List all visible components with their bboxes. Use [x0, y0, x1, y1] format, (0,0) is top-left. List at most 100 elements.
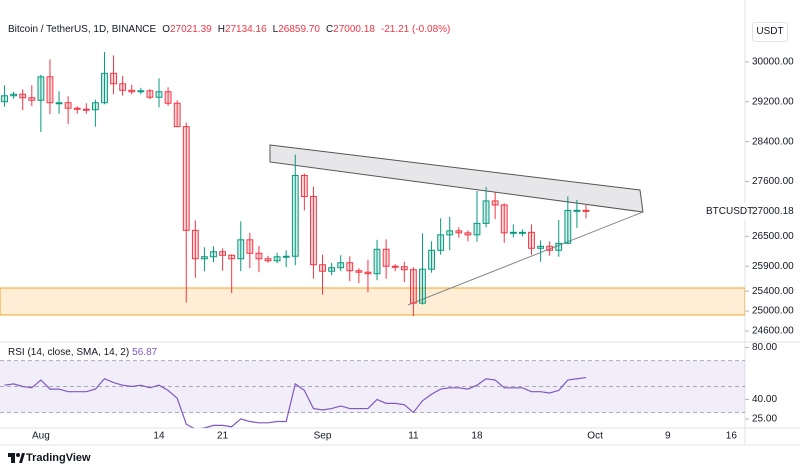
ascending-trendline	[407, 211, 644, 306]
ohlc-label: H	[217, 24, 225, 35]
y-tick-label: 28400.00	[752, 136, 794, 147]
rsi-legend: RSI (14, close, SMA, 14, 2) 56.87	[8, 347, 157, 358]
candle-body	[437, 234, 445, 251]
y-tick-label: 25400.00	[752, 286, 794, 297]
ohlc-label: C	[325, 24, 334, 35]
x-tick-label: 14	[153, 431, 165, 442]
candle-body	[137, 90, 145, 93]
rsi-title: RSI (14, close, SMA, 14, 2)	[8, 347, 130, 358]
rsi-y-tick-label: 40.00	[752, 394, 777, 405]
candle-body	[319, 264, 326, 272]
candle-body	[91, 102, 99, 111]
candle-body	[182, 126, 190, 231]
ohlc-item: H27134.16	[218, 24, 270, 35]
pane-borders	[0, 0, 800, 446]
last-price-box	[703, 203, 799, 220]
candle-body	[455, 230, 463, 234]
x-tick-label: Aug	[32, 431, 50, 442]
candle-body	[10, 93, 18, 97]
candle-body	[428, 249, 435, 270]
rsi-line	[4, 376, 587, 428]
brand: TradingView	[26, 452, 91, 464]
x-tick-label: Oct	[587, 431, 603, 442]
x-tick-label: Sep	[314, 431, 332, 442]
ohlc-item: C27000.18	[326, 24, 378, 35]
candle-body	[46, 76, 54, 104]
x-tick-label: 16	[726, 431, 738, 442]
logo-part	[11, 457, 15, 463]
candle-body	[228, 254, 236, 260]
candle-body	[191, 229, 199, 260]
y-tick-label: 29200.00	[752, 96, 794, 107]
y-tick-label: 25000.00	[752, 306, 794, 317]
candle-body	[509, 231, 517, 234]
ohlc-value: 27134.16	[224, 24, 267, 35]
y-tick-label: 24600.00	[752, 326, 794, 337]
candle-body	[573, 209, 581, 212]
drawings	[0, 144, 745, 316]
candle-body	[400, 266, 408, 271]
candle-body	[546, 245, 554, 251]
candle-body	[446, 230, 454, 236]
candle-body	[19, 93, 27, 99]
candle-body	[264, 258, 272, 262]
rsi-value: 56.87	[132, 347, 158, 358]
candle-body	[1, 95, 8, 103]
candle-body	[101, 72, 108, 104]
candle-body	[346, 262, 354, 272]
candle-body	[146, 90, 154, 98]
symbol-title: Bitcoin / TetherUS, 1D, BINANCE	[8, 24, 157, 35]
ohlc-value: 27021.39	[169, 24, 212, 35]
candle-body	[155, 91, 163, 98]
candle-body	[555, 242, 563, 251]
candle-body	[382, 248, 390, 267]
candle-body	[473, 222, 481, 236]
candle-body	[310, 195, 317, 266]
candle-body	[237, 239, 245, 260]
candle-body	[173, 102, 181, 128]
candle-body	[419, 268, 426, 304]
x-tick-label: 18	[471, 431, 483, 442]
candle-body	[519, 231, 526, 234]
support-zone	[0, 287, 745, 316]
price-change: -21.21 (-0.08%)	[380, 24, 451, 35]
descending-channel	[269, 144, 644, 213]
candle-body	[246, 239, 254, 254]
candle-body	[300, 175, 308, 197]
candle-body	[337, 262, 345, 269]
symbol-label: BTCUSDT	[706, 206, 753, 217]
candle-body	[28, 97, 36, 101]
candle-body	[391, 265, 399, 268]
candle-body	[528, 231, 535, 249]
logo-part	[8, 453, 15, 457]
candle-body	[82, 108, 90, 111]
candle-body	[255, 252, 263, 260]
candle-body	[491, 200, 499, 206]
y-tick-label: 30000.00	[752, 57, 794, 68]
ohlc-value: 27000.18	[333, 24, 375, 35]
last-price-label: 27000.18	[752, 206, 794, 217]
candle-body	[164, 91, 172, 104]
candle-body	[64, 102, 72, 109]
candle-body	[564, 209, 572, 244]
candle-body	[37, 76, 45, 101]
candle-body	[328, 267, 336, 272]
candle-body	[582, 209, 590, 212]
candle-body	[291, 175, 299, 257]
candle-body	[482, 200, 490, 224]
rsi-y-tick-label: 25.00	[752, 414, 777, 425]
y-tick-label: 26500.00	[752, 231, 794, 242]
candle-body	[409, 269, 417, 304]
candle-body	[128, 89, 136, 93]
x-tick-label: 9	[665, 431, 671, 442]
candle-body	[364, 271, 372, 275]
ohlc-value: 26859.70	[278, 24, 320, 35]
currency-button[interactable]: USDT	[752, 22, 788, 42]
x-tick-label: 21	[217, 431, 229, 442]
symbol-header: Bitcoin / TetherUS, 1D, BINANCE O27021.39…	[8, 24, 453, 35]
rsi-y-tick-label: 80.00	[752, 342, 777, 353]
candles	[1, 51, 590, 317]
candle-body	[282, 255, 290, 258]
